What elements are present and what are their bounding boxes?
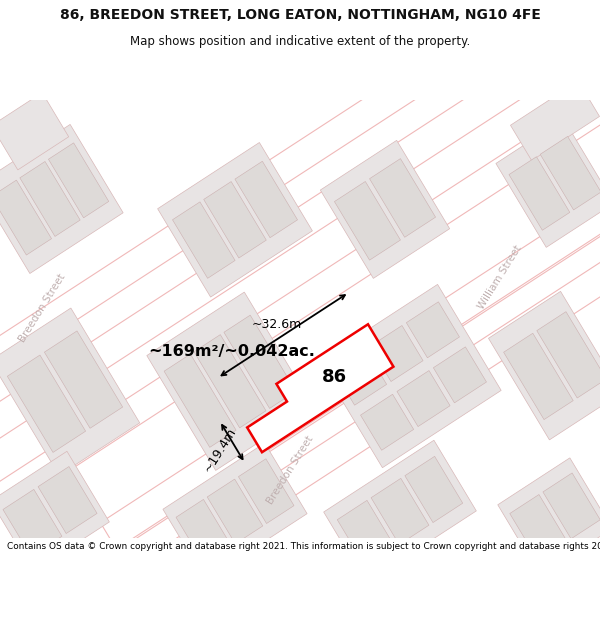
Text: ~32.6m: ~32.6m	[252, 318, 302, 331]
Polygon shape	[540, 136, 600, 210]
Polygon shape	[0, 0, 600, 418]
Text: 86: 86	[322, 368, 347, 386]
Text: Breedon Street: Breedon Street	[265, 434, 315, 506]
Polygon shape	[498, 458, 600, 576]
Polygon shape	[247, 324, 394, 452]
Polygon shape	[0, 42, 600, 564]
Polygon shape	[488, 291, 600, 440]
Polygon shape	[509, 157, 570, 230]
Polygon shape	[163, 443, 307, 580]
Polygon shape	[38, 466, 97, 534]
Text: ~169m²/~0.042ac.: ~169m²/~0.042ac.	[148, 344, 315, 359]
Polygon shape	[537, 312, 600, 398]
Polygon shape	[176, 499, 232, 564]
Polygon shape	[334, 349, 386, 405]
Polygon shape	[511, 81, 599, 161]
Polygon shape	[397, 371, 450, 427]
Polygon shape	[44, 331, 122, 428]
Polygon shape	[0, 451, 109, 572]
Polygon shape	[503, 333, 573, 419]
Polygon shape	[7, 355, 86, 452]
Text: William Street: William Street	[476, 243, 524, 311]
Polygon shape	[543, 473, 600, 539]
Polygon shape	[235, 161, 298, 238]
Polygon shape	[433, 347, 487, 403]
Polygon shape	[224, 315, 296, 408]
Polygon shape	[371, 478, 429, 544]
Polygon shape	[0, 180, 52, 255]
Polygon shape	[49, 143, 109, 218]
Polygon shape	[0, 214, 600, 625]
Polygon shape	[204, 182, 266, 258]
Polygon shape	[0, 182, 600, 625]
Polygon shape	[405, 456, 463, 522]
Polygon shape	[3, 489, 62, 556]
Polygon shape	[334, 181, 400, 260]
Text: Contains OS data © Crown copyright and database right 2021. This information is : Contains OS data © Crown copyright and d…	[7, 542, 600, 551]
Polygon shape	[194, 334, 266, 428]
Polygon shape	[164, 354, 236, 447]
Polygon shape	[496, 119, 600, 248]
Polygon shape	[147, 292, 313, 471]
Text: 86, BREEDON STREET, LONG EATON, NOTTINGHAM, NG10 4FE: 86, BREEDON STREET, LONG EATON, NOTTINGH…	[59, 8, 541, 22]
Polygon shape	[370, 326, 423, 381]
Polygon shape	[370, 159, 436, 238]
Polygon shape	[0, 92, 68, 170]
Polygon shape	[406, 302, 460, 358]
Polygon shape	[337, 501, 395, 567]
Polygon shape	[207, 479, 263, 544]
Polygon shape	[20, 161, 80, 236]
Polygon shape	[361, 394, 413, 450]
Text: Breedon Street: Breedon Street	[17, 272, 67, 344]
Polygon shape	[0, 308, 140, 475]
Polygon shape	[0, 124, 123, 274]
Polygon shape	[158, 142, 313, 297]
Text: Map shows position and indicative extent of the property.: Map shows position and indicative extent…	[130, 35, 470, 48]
Polygon shape	[320, 141, 449, 278]
Polygon shape	[319, 284, 501, 468]
Polygon shape	[238, 459, 294, 524]
Polygon shape	[172, 202, 235, 278]
Polygon shape	[0, 57, 545, 581]
Polygon shape	[323, 440, 476, 582]
Text: ~19.4m: ~19.4m	[202, 425, 239, 474]
Polygon shape	[510, 494, 567, 561]
Polygon shape	[100, 26, 600, 549]
